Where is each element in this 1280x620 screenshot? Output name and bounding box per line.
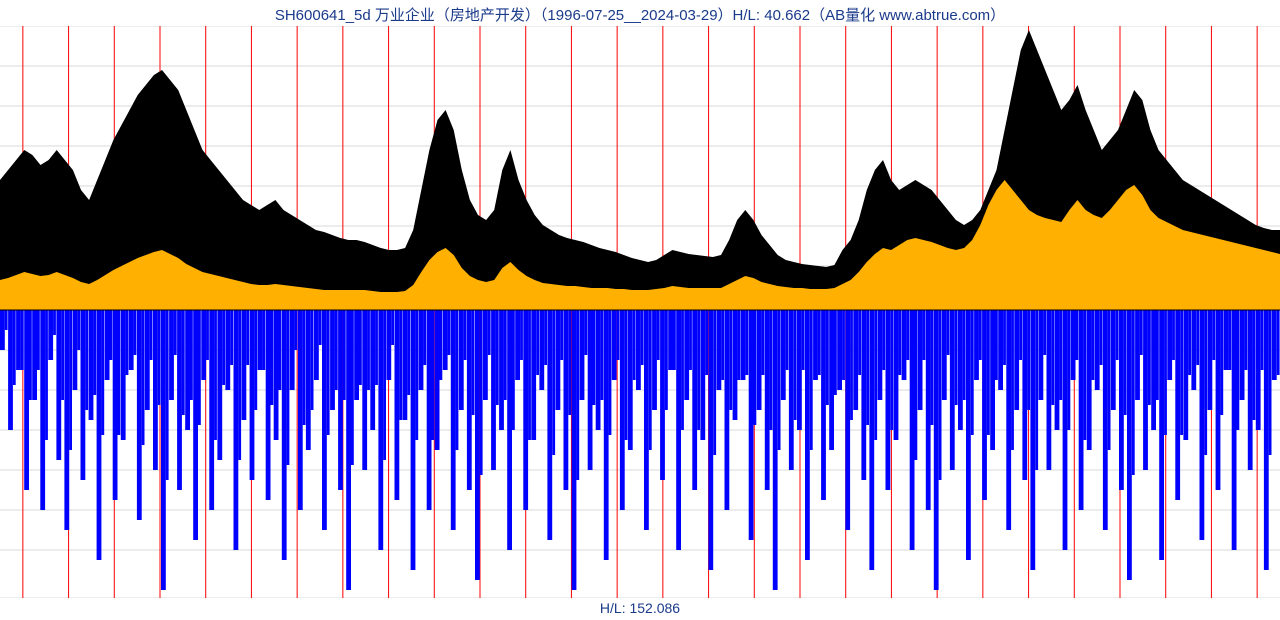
chart-footer: H/L: 152.086 bbox=[0, 598, 1280, 620]
chart-area bbox=[0, 26, 1280, 598]
chart-svg bbox=[0, 26, 1280, 598]
chart-title: SH600641_5d 万业企业（房地产开发）（1996-07-25__2024… bbox=[0, 0, 1280, 26]
